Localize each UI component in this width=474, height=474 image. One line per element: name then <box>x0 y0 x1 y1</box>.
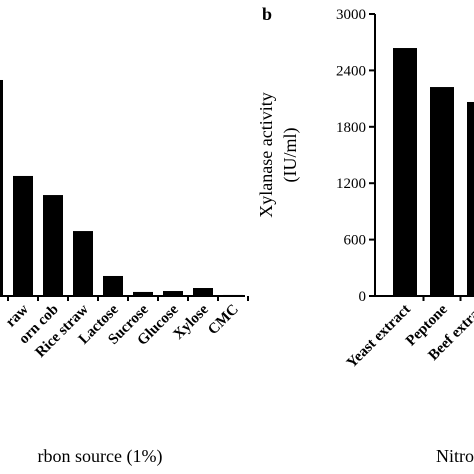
bar <box>393 48 417 296</box>
bar <box>43 195 63 296</box>
bar <box>467 101 474 296</box>
y-tick-label: 600 <box>344 233 367 249</box>
x-tick-label: Xylose <box>170 301 212 343</box>
bar <box>73 231 93 296</box>
bar <box>13 175 33 296</box>
x-tick-label: CMC <box>205 302 242 339</box>
bar <box>133 291 153 296</box>
y-axis-label: Xylanase activity <box>256 92 276 217</box>
y-axis-label: (IU/ml) <box>280 128 301 183</box>
x-axis-label: Nitro <box>436 446 474 466</box>
panel-label: b <box>262 4 272 24</box>
x-axis-label: rbon source (1%) <box>38 446 163 467</box>
y-tick-label: 2400 <box>336 63 366 79</box>
y-tick-label: 3000 <box>336 7 366 23</box>
y-tick-label: 0 <box>359 289 367 305</box>
bar <box>103 275 123 296</box>
bar <box>0 79 3 296</box>
bar <box>163 291 183 296</box>
y-tick-label: 1800 <box>336 120 366 136</box>
bar <box>223 294 243 296</box>
y-tick-label: 1200 <box>336 176 366 192</box>
bar <box>193 288 213 296</box>
bar <box>430 87 454 297</box>
